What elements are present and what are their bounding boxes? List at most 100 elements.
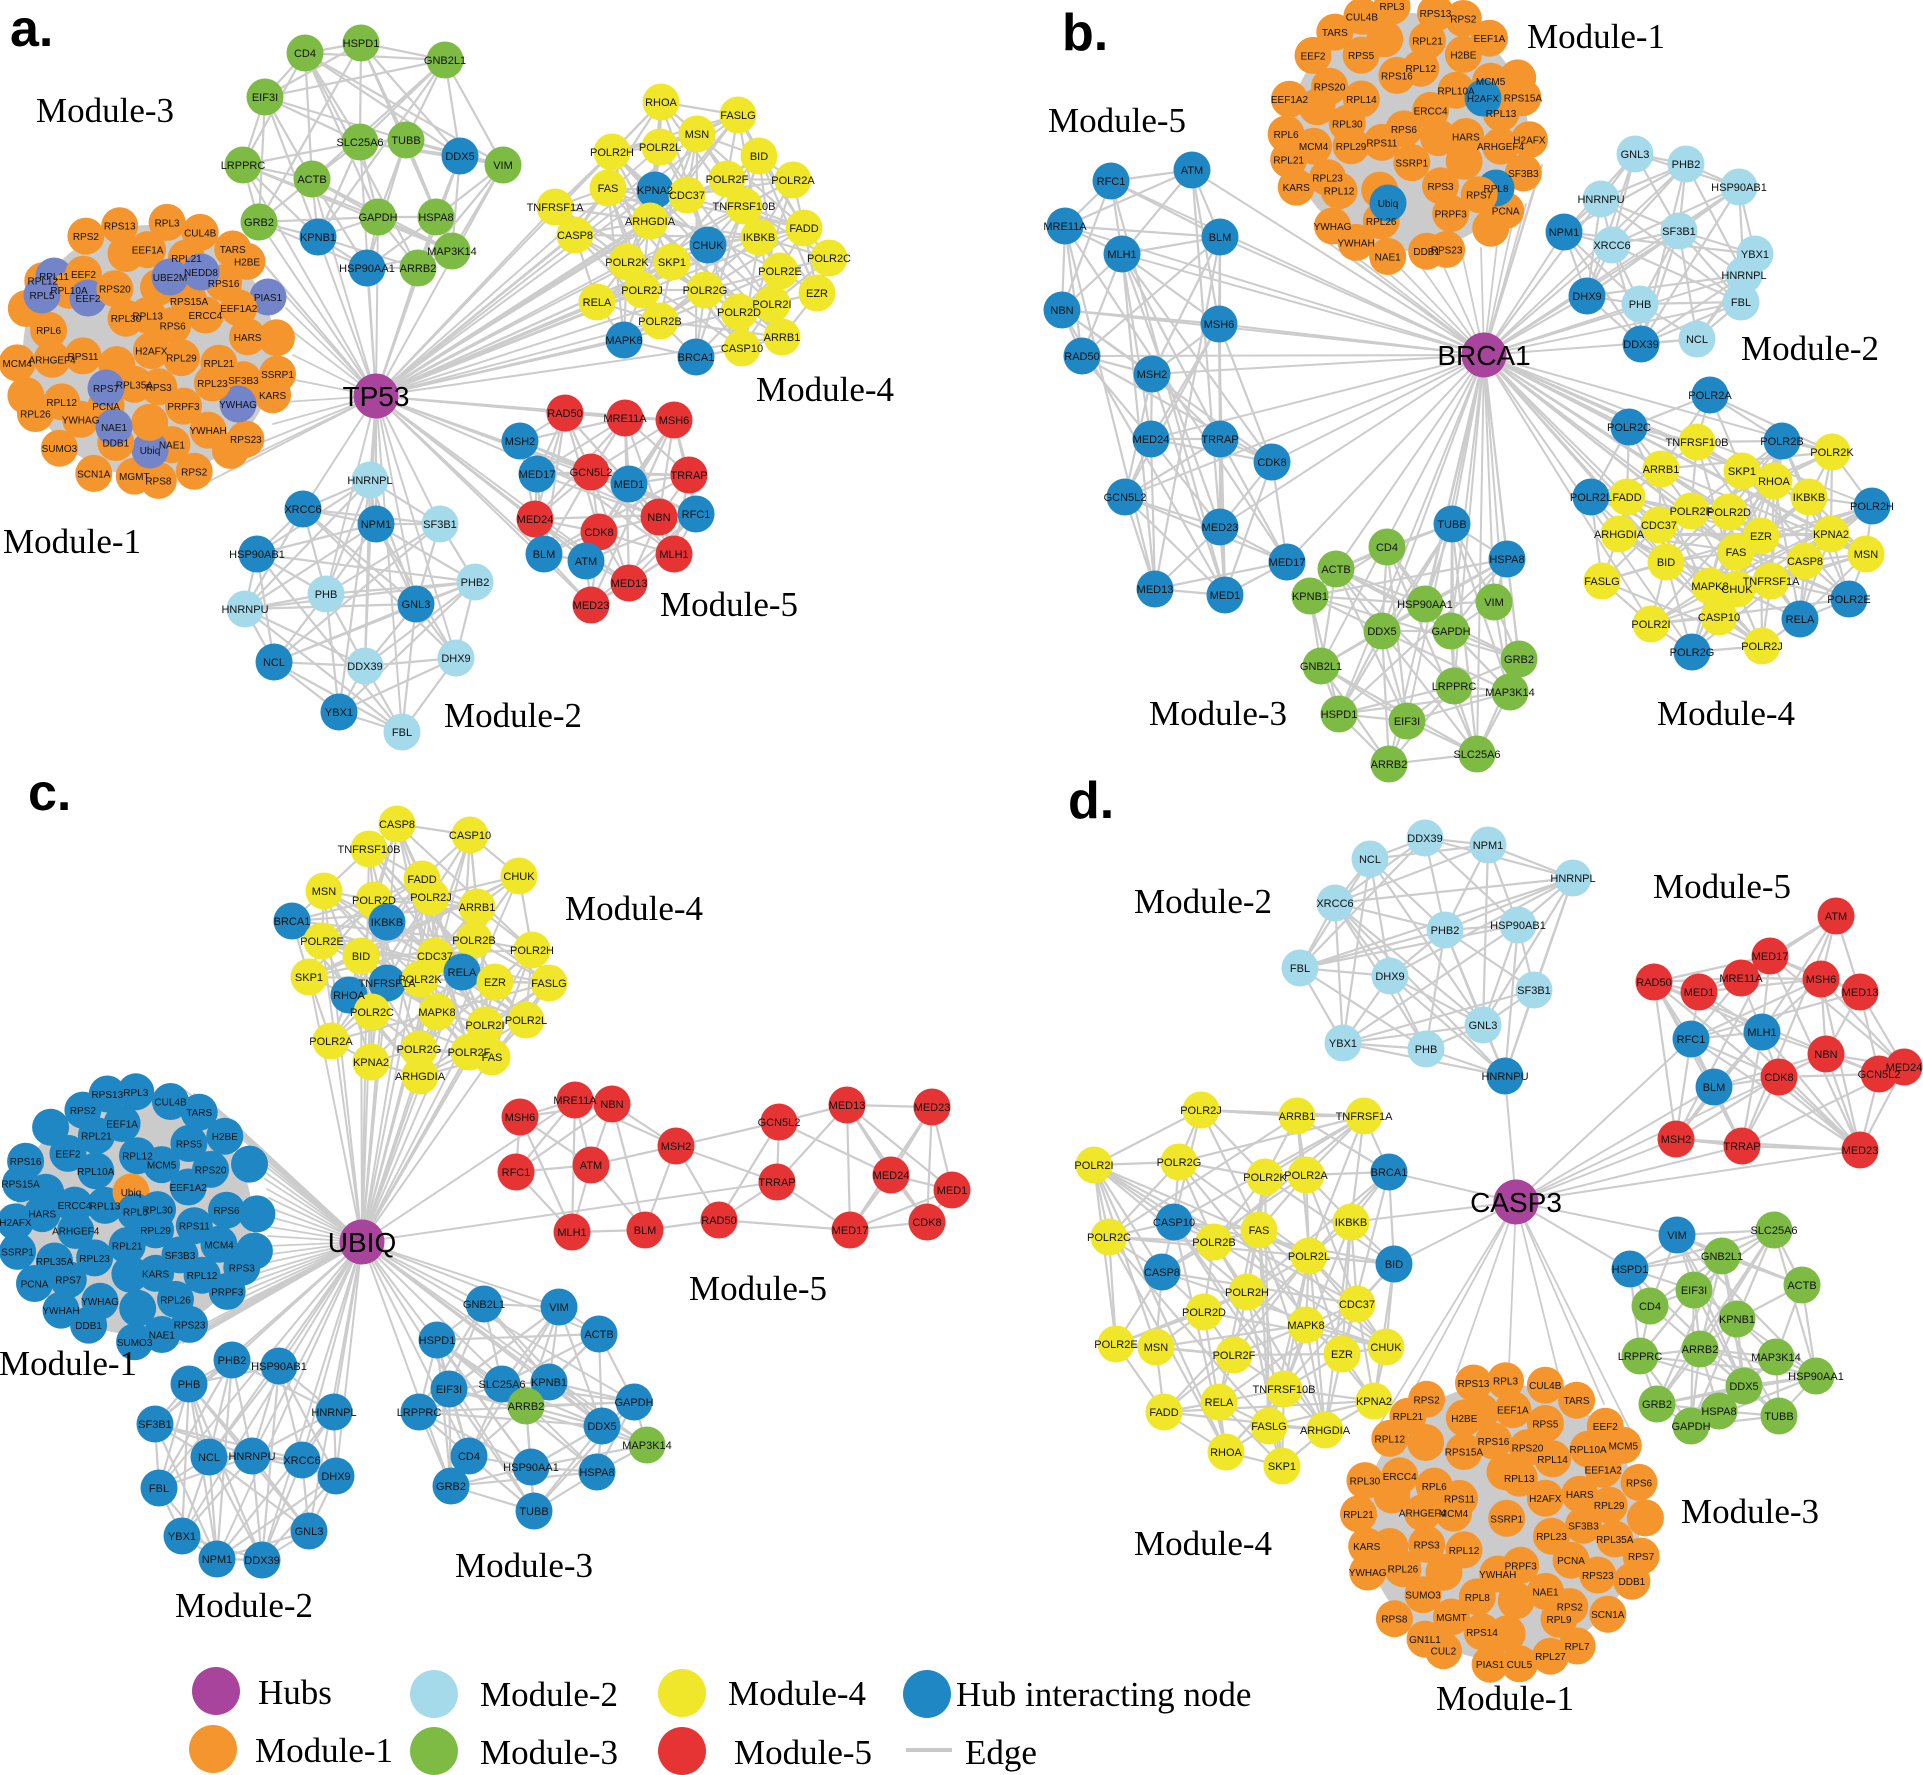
svg-text:RPL8: RPL8 bbox=[1483, 184, 1508, 195]
svg-text:RPS11: RPS11 bbox=[68, 352, 99, 363]
svg-text:RPL21: RPL21 bbox=[1273, 155, 1304, 166]
svg-text:MED1: MED1 bbox=[1210, 590, 1241, 602]
svg-text:TUBB: TUBB bbox=[1437, 519, 1466, 531]
svg-text:RPS7: RPS7 bbox=[55, 1276, 82, 1287]
svg-text:FAS: FAS bbox=[1249, 1225, 1270, 1237]
svg-text:RPS8: RPS8 bbox=[1381, 1615, 1408, 1626]
svg-text:SLC25A6: SLC25A6 bbox=[1750, 1225, 1797, 1237]
svg-text:BID: BID bbox=[750, 151, 768, 163]
svg-text:EEF2: EEF2 bbox=[55, 1149, 80, 1160]
svg-text:MED1: MED1 bbox=[1684, 987, 1715, 999]
svg-text:POLR2I: POLR2I bbox=[1631, 619, 1670, 631]
svg-text:BRCA1: BRCA1 bbox=[1371, 1167, 1408, 1179]
svg-text:HSPD1: HSPD1 bbox=[1321, 709, 1358, 721]
svg-text:KARS: KARS bbox=[259, 391, 287, 402]
svg-text:DDB1: DDB1 bbox=[1619, 1577, 1646, 1588]
svg-text:BRCA1: BRCA1 bbox=[274, 916, 311, 928]
svg-text:MSH2: MSH2 bbox=[1137, 369, 1168, 381]
svg-text:MED17: MED17 bbox=[519, 469, 556, 481]
svg-text:Module-4: Module-4 bbox=[1134, 1524, 1272, 1563]
svg-text:MED13: MED13 bbox=[611, 578, 648, 590]
svg-text:HSP90AA1: HSP90AA1 bbox=[339, 263, 395, 275]
svg-text:RPS2: RPS2 bbox=[181, 467, 208, 478]
svg-text:GNL3: GNL3 bbox=[1469, 1020, 1498, 1032]
svg-text:Module-2: Module-2 bbox=[1134, 882, 1272, 921]
svg-text:TRRAP: TRRAP bbox=[670, 470, 707, 482]
svg-text:RPL12: RPL12 bbox=[46, 398, 77, 409]
svg-text:CUL4B: CUL4B bbox=[1346, 12, 1379, 23]
svg-text:LRPPRC: LRPPRC bbox=[1618, 1351, 1663, 1363]
svg-text:Module-1: Module-1 bbox=[1436, 1679, 1574, 1718]
svg-text:MCM4: MCM4 bbox=[2, 359, 32, 370]
svg-text:PHB2: PHB2 bbox=[461, 577, 490, 589]
svg-text:RPL29: RPL29 bbox=[140, 1226, 171, 1237]
svg-text:RPL7: RPL7 bbox=[1565, 1642, 1590, 1653]
svg-text:HNRNPL: HNRNPL bbox=[1721, 270, 1766, 282]
svg-text:EEF1A2: EEF1A2 bbox=[220, 304, 258, 315]
svg-text:MED13: MED13 bbox=[829, 1100, 866, 1112]
svg-text:EEF1A2: EEF1A2 bbox=[1271, 95, 1309, 106]
svg-text:RPS13: RPS13 bbox=[91, 1090, 123, 1101]
svg-text:TNFRSF1A: TNFRSF1A bbox=[1336, 1111, 1394, 1123]
svg-text:RPL3: RPL3 bbox=[1379, 2, 1404, 13]
svg-text:RPL12: RPL12 bbox=[1324, 187, 1355, 198]
svg-text:NCL: NCL bbox=[1359, 854, 1381, 866]
svg-text:RPL14: RPL14 bbox=[1346, 95, 1377, 106]
svg-text:RPL29: RPL29 bbox=[1594, 1501, 1625, 1512]
svg-text:ERCC4: ERCC4 bbox=[188, 311, 222, 322]
svg-text:d.: d. bbox=[1068, 772, 1114, 830]
svg-text:ARRB2: ARRB2 bbox=[1371, 759, 1408, 771]
svg-text:IKBKB: IKBKB bbox=[743, 232, 775, 244]
svg-text:NEDD8: NEDD8 bbox=[184, 268, 218, 279]
svg-text:ARRB2: ARRB2 bbox=[508, 1401, 545, 1413]
svg-text:TRRAP: TRRAP bbox=[1723, 1141, 1760, 1153]
svg-text:RPS3: RPS3 bbox=[1414, 1540, 1441, 1551]
svg-text:POLR2D: POLR2D bbox=[717, 307, 761, 319]
svg-text:POLR2A: POLR2A bbox=[1688, 390, 1732, 402]
svg-text:RPL35A: RPL35A bbox=[1596, 1535, 1634, 1546]
svg-text:RPS3: RPS3 bbox=[146, 383, 173, 394]
svg-text:RPL23: RPL23 bbox=[1536, 1532, 1567, 1543]
svg-text:RAD50: RAD50 bbox=[1064, 351, 1099, 363]
svg-text:CUL5: CUL5 bbox=[1507, 1660, 1533, 1671]
svg-text:RAD50: RAD50 bbox=[547, 408, 582, 420]
svg-text:FADD: FADD bbox=[407, 874, 436, 886]
svg-text:DDB1: DDB1 bbox=[102, 439, 129, 450]
svg-text:NPM1: NPM1 bbox=[361, 519, 392, 531]
svg-text:XRCC6: XRCC6 bbox=[1593, 240, 1630, 252]
svg-text:DDX5: DDX5 bbox=[1367, 626, 1396, 638]
svg-text:CUL4B: CUL4B bbox=[1529, 1381, 1562, 1392]
svg-text:BRCA1: BRCA1 bbox=[678, 352, 715, 364]
svg-text:MAPK8: MAPK8 bbox=[1287, 1320, 1324, 1332]
svg-text:RPS16: RPS16 bbox=[1478, 1437, 1510, 1448]
svg-text:YBX1: YBX1 bbox=[1741, 249, 1769, 261]
svg-text:RAD50: RAD50 bbox=[1636, 977, 1671, 989]
svg-text:HNRNPU: HNRNPU bbox=[1577, 194, 1624, 206]
svg-text:LRPPRC: LRPPRC bbox=[1432, 681, 1477, 693]
svg-text:HNRNPU: HNRNPU bbox=[1481, 1071, 1528, 1083]
svg-text:HSP90AB1: HSP90AB1 bbox=[1490, 920, 1546, 932]
svg-text:HSPD1: HSPD1 bbox=[419, 1335, 456, 1347]
svg-text:ATM: ATM bbox=[575, 556, 597, 568]
svg-text:RFC1: RFC1 bbox=[1677, 1034, 1706, 1046]
svg-text:Module-1: Module-1 bbox=[1527, 17, 1665, 56]
svg-text:BID: BID bbox=[1385, 1259, 1403, 1271]
svg-text:Module-3: Module-3 bbox=[1149, 694, 1287, 733]
svg-text:VIM: VIM bbox=[493, 160, 513, 172]
svg-text:HSPA8: HSPA8 bbox=[1489, 554, 1524, 566]
svg-text:BID: BID bbox=[352, 951, 370, 963]
svg-text:NPM1: NPM1 bbox=[202, 1554, 233, 1566]
svg-text:DDX39: DDX39 bbox=[1407, 833, 1442, 845]
svg-text:POLR2C: POLR2C bbox=[1087, 1232, 1131, 1244]
svg-text:HSPA8: HSPA8 bbox=[579, 1467, 614, 1479]
svg-text:RPL6: RPL6 bbox=[1422, 1482, 1447, 1493]
svg-text:DHX9: DHX9 bbox=[321, 1471, 350, 1483]
svg-text:H2AFX: H2AFX bbox=[1529, 1494, 1562, 1505]
svg-text:RPL29: RPL29 bbox=[1336, 142, 1367, 153]
svg-text:TNFRSF1A: TNFRSF1A bbox=[527, 202, 585, 214]
svg-text:POLR2K: POLR2K bbox=[398, 974, 442, 986]
svg-text:LRPPRC: LRPPRC bbox=[221, 160, 266, 172]
svg-text:XRCC6: XRCC6 bbox=[1316, 898, 1353, 910]
svg-text:RPL3: RPL3 bbox=[1493, 1377, 1518, 1388]
svg-text:RPL10A: RPL10A bbox=[50, 286, 88, 297]
